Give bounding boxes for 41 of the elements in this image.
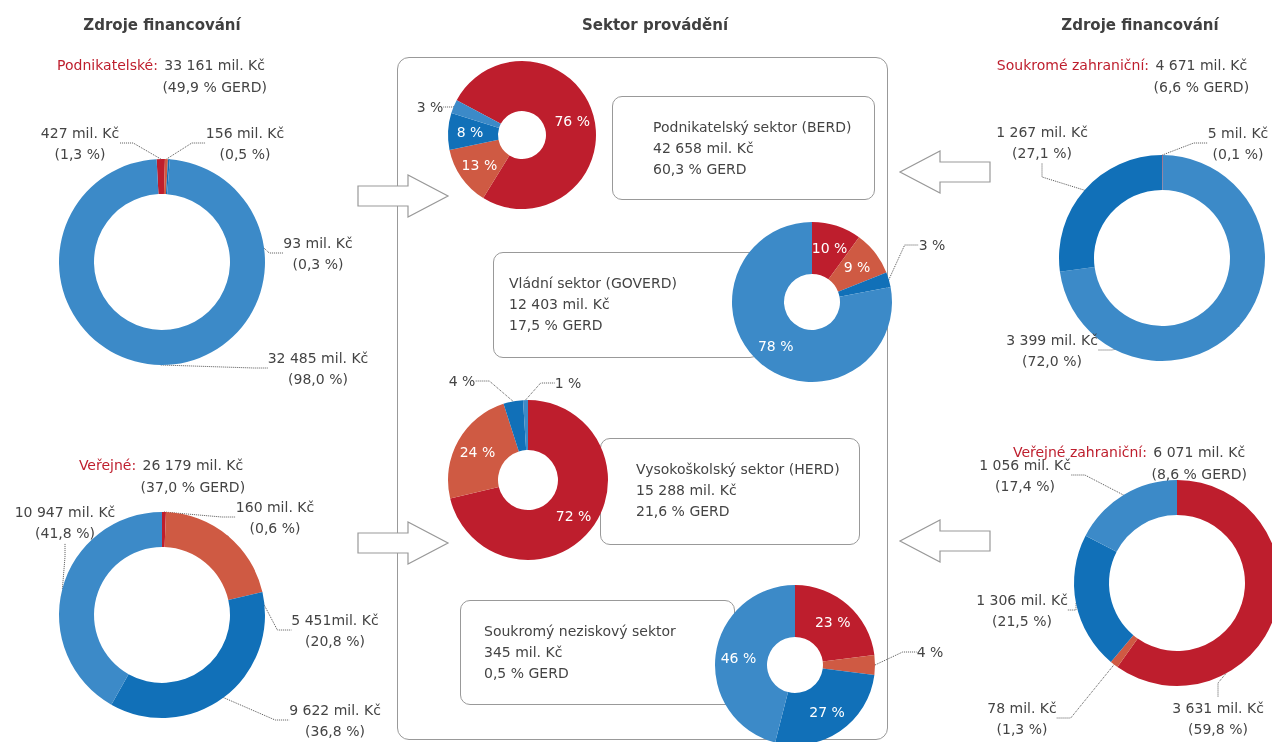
data-label: 5 mil. Kč (0,1 %) (1207, 124, 1269, 162)
data-label: 32 485 mil. Kč (98,0 %) (267, 349, 369, 387)
data-label: 23 % (814, 614, 851, 631)
data-label: 9 % (843, 259, 871, 276)
data-label: 5 451mil. Kč (20,8 %) (291, 611, 379, 649)
chart-title: Podnikatelské: (57, 57, 158, 73)
text: Zdroje financování (83, 16, 241, 34)
data-label: 156 mil. Kč (0,5 %) (205, 124, 285, 162)
chart-subtitle: 6 071 mil. Kč (8,6 % GERD) (1151, 443, 1248, 484)
chart-title: Veřejné: (78, 457, 137, 473)
data-label: 78 mil. Kč (1,3 %) (987, 699, 1057, 737)
data-label: 27 % (809, 704, 845, 721)
data-label: 3 631 mil. Kč (59,8 %) (1172, 699, 1264, 737)
data-label: 13 % (461, 156, 498, 173)
label-box: Podnikatelský sektor (BERD) 42 658 mil. Kč 60,3 % GERD (612, 96, 875, 200)
data-label: 46 % (720, 649, 757, 666)
chart-subtitle: 26 179 mil. Kč (37,0 % GERD) (140, 456, 246, 497)
text: Sektor provádění (581, 16, 729, 34)
data-label: 1 306 mil. Kč (21,5 %) (976, 591, 1068, 629)
data-label: 10 % (811, 239, 848, 256)
data-label: 4 % (916, 644, 944, 660)
data-label: 8 % (456, 124, 484, 141)
chart-title: Soukromé zahraniční: (996, 57, 1150, 73)
data-label: 3 % (918, 237, 946, 253)
data-label: 76 % (554, 113, 590, 130)
data-label: 4 % (448, 373, 476, 389)
data-label: 10 947 mil. Kč (41,8 %) (14, 503, 116, 541)
data-label: 3 % (416, 99, 444, 115)
data-label: 3 399 mil. Kč (72,0 %) (1006, 331, 1098, 369)
data-label: 24 % (459, 443, 496, 460)
data-label: 1 267 mil. Kč (27,1 %) (996, 123, 1088, 161)
data-label: 160 mil. Kč (0,6 %) (235, 498, 315, 536)
data-label: 93 mil. Kč (0,3 %) (283, 234, 353, 272)
data-label: 9 622 mil. Kč (36,8 %) (289, 701, 381, 739)
data-label: 72 % (555, 507, 592, 524)
data-label: 78 % (757, 337, 794, 354)
chart-subtitle: 33 161 mil. Kč (49,9 % GERD) (162, 56, 267, 97)
data-label: 427 mil. Kč (1,3 %) (40, 124, 120, 162)
data-label: 1 % (554, 375, 582, 391)
chart-subtitle: 4 671 mil. Kč (6,6 % GERD) (1153, 56, 1250, 97)
text: Zdroje financování (1061, 16, 1219, 34)
